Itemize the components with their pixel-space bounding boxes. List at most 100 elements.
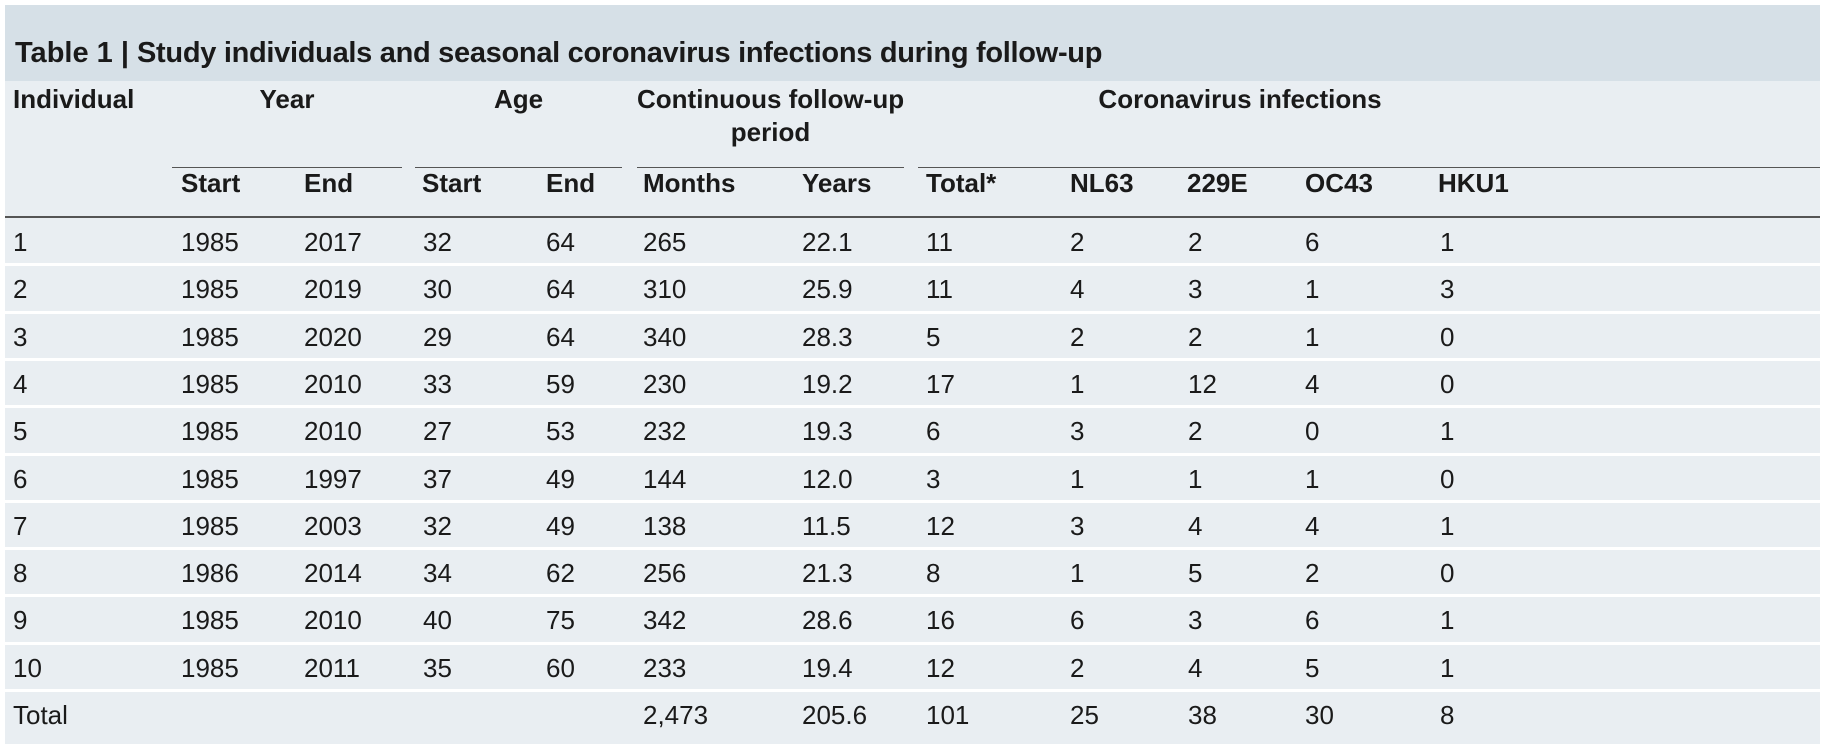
- table-cell: 233: [643, 652, 687, 683]
- table-cell: 0: [1440, 558, 1455, 589]
- group-rule-infections: [918, 167, 1820, 168]
- table-cell: 256: [643, 558, 687, 589]
- row-separator: [5, 547, 1820, 551]
- row-separator: [5, 594, 1820, 598]
- header-oc43: OC43: [1305, 168, 1373, 198]
- table-cell: 3: [926, 463, 941, 494]
- table-cell: 8: [13, 558, 28, 589]
- table-cell: 342: [643, 605, 687, 636]
- table-caption: Study individuals and seasonal coronavir…: [137, 37, 1103, 69]
- header-coronavirus-infections: Coronavirus infections: [1098, 84, 1382, 114]
- table-cell: 232: [643, 416, 687, 447]
- header-total: Total*: [926, 168, 997, 198]
- table-cell: 12: [1188, 368, 1217, 399]
- table-cell: 1: [1305, 274, 1320, 305]
- header-229e: 229E: [1187, 168, 1248, 198]
- header-year-start: Start: [181, 168, 241, 198]
- table-cell: 59: [546, 368, 575, 399]
- table-cell: 22.1: [802, 227, 853, 257]
- table-cell: 49: [546, 510, 575, 541]
- table-cell: 2010: [304, 416, 362, 447]
- table-cell: 1: [1440, 605, 1455, 636]
- header-year-end: End: [304, 168, 354, 198]
- table-cell: 3: [1440, 274, 1455, 305]
- table-cell: 12.0: [802, 463, 853, 494]
- table-cell: 5: [1305, 652, 1320, 683]
- table-cell: 28.3: [802, 321, 853, 352]
- table-cell: 2: [1305, 558, 1320, 589]
- table-cell: 4: [1070, 274, 1085, 305]
- table-cell: 8: [1440, 700, 1455, 730]
- table-cell: 29: [423, 321, 452, 352]
- table-cell: 2,473: [643, 700, 709, 730]
- table-cell: 2010: [304, 368, 362, 399]
- table-cell: 12: [926, 510, 955, 541]
- table-cell: 2: [1070, 227, 1085, 257]
- table-cell: 7: [13, 510, 28, 541]
- row-separator: [5, 641, 1820, 645]
- table-cell: 3: [1188, 605, 1203, 636]
- table-cell: 1: [1305, 463, 1320, 494]
- title-separator: |: [112, 37, 138, 69]
- table-title-bar: Table 1 | Study individuals and seasonal…: [5, 5, 1820, 81]
- table-cell: 5: [13, 416, 28, 447]
- table-cell: 75: [546, 605, 575, 636]
- table-cell: 310: [643, 274, 687, 305]
- header-age-end: End: [546, 168, 596, 198]
- table-cell: 101: [926, 700, 970, 730]
- table-cell: 25: [1070, 700, 1099, 730]
- table-cell: 1985: [181, 605, 239, 636]
- table-cell: 10: [13, 652, 42, 683]
- table-cell: 17: [926, 368, 955, 399]
- table-cell: 0: [1440, 368, 1455, 399]
- table-cell: 1: [1188, 463, 1203, 494]
- row-separator: [5, 689, 1820, 692]
- table-cell: 37: [423, 463, 452, 494]
- row-separator: [5, 405, 1820, 409]
- table-cell: 4: [1305, 510, 1320, 541]
- table-cell: 3: [13, 321, 28, 352]
- group-rule-followup: [637, 167, 904, 168]
- table-cell: 1985: [181, 510, 239, 541]
- table-cell: 16: [926, 605, 955, 636]
- table-cell: 62: [546, 558, 575, 589]
- group-rule-age: [415, 167, 622, 168]
- table-cell: 265: [643, 227, 687, 257]
- header-followup-line1: Continuous follow-up: [637, 84, 905, 114]
- table-cell: 2003: [304, 510, 362, 541]
- table-cell: 6: [1070, 605, 1085, 636]
- table-cell: 32: [423, 510, 452, 541]
- table-cell: 1985: [181, 321, 239, 352]
- table-cell: 2: [13, 274, 28, 305]
- table-cell: 6: [926, 416, 941, 447]
- header-individual: Individual: [13, 84, 135, 114]
- table-cell: 6: [1305, 227, 1320, 257]
- table-cell: 138: [643, 510, 687, 541]
- table-cell: 27: [423, 416, 452, 447]
- table-cell: 3: [1070, 416, 1085, 447]
- table-cell: Total: [13, 700, 68, 730]
- table-cell: 33: [423, 368, 452, 399]
- table-cell: 2019: [304, 274, 362, 305]
- table-cell: 25.9: [802, 274, 853, 305]
- table-cell: 1986: [181, 558, 239, 589]
- header-hku1: HKU1: [1438, 168, 1509, 198]
- table-cell: 5: [926, 321, 941, 352]
- header-age-start: Start: [422, 168, 482, 198]
- header-months: Months: [643, 168, 736, 198]
- table-cell: 4: [1305, 368, 1320, 399]
- table-cell: 2: [1188, 416, 1203, 447]
- table-cell: 340: [643, 321, 687, 352]
- table-cell: 19.3: [802, 416, 853, 447]
- table-cell: 1: [1440, 510, 1455, 541]
- table-cell: 1985: [181, 416, 239, 447]
- table-cell: 4: [1188, 652, 1203, 683]
- row-separator: [5, 499, 1820, 503]
- table-cell: 2017: [304, 227, 362, 257]
- table-cell: 34: [423, 558, 452, 589]
- row-separator: [5, 263, 1820, 267]
- table-cell: 64: [546, 321, 575, 352]
- table-cell: 1: [1440, 416, 1455, 447]
- table-cell: 230: [643, 368, 687, 399]
- table-cell: 1: [1070, 463, 1085, 494]
